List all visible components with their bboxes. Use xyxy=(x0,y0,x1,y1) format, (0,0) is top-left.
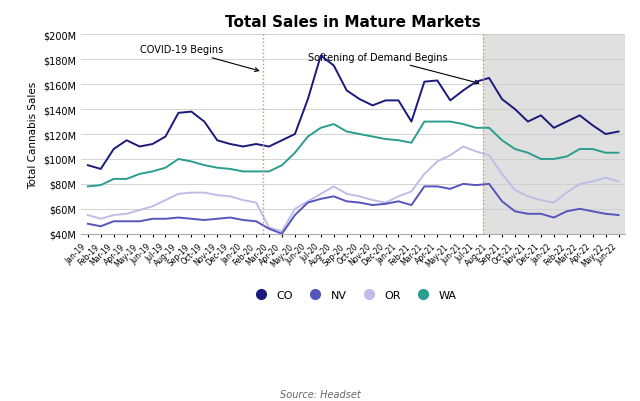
Legend: CO, NV, OR, WA: CO, NV, OR, WA xyxy=(245,286,461,304)
Text: COVID-19 Begins: COVID-19 Begins xyxy=(140,45,259,72)
Text: Softening of Demand Begins: Softening of Demand Begins xyxy=(308,53,479,85)
Text: Source: Headset: Source: Headset xyxy=(280,389,360,399)
Title: Total Sales in Mature Markets: Total Sales in Mature Markets xyxy=(225,15,481,30)
Bar xyxy=(483,35,625,234)
Y-axis label: Total Cannabis Sales: Total Cannabis Sales xyxy=(28,81,38,188)
